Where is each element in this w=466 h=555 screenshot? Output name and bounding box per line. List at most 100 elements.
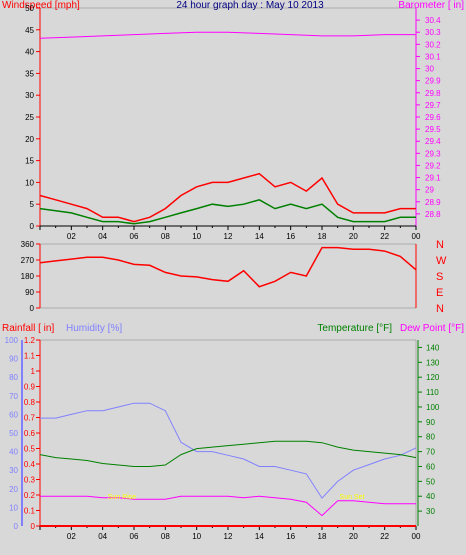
wind-x-tick-label: 18 [318,232,327,241]
temp-tick-label: 140 [426,343,440,352]
direction-y-tick-label: 90 [25,288,34,297]
humidity-tick-label: 30 [9,466,18,475]
baro-y-tick-label: 29 [425,186,434,195]
wind-barometer-panel: Windspeed [mph] 24 hour graph day : May … [2,0,464,241]
wind-x-ticks: 02 04 06 08 10 12 14 16 18 20 22 00 [39,226,421,241]
baro-y-tick-label: 30.2 [425,40,441,49]
baro-y-tick-label: 29.1 [425,174,441,183]
baro-y-ticks: 28.8 28.9 29 29.1 29.2 29.3 29.4 29.5 29.6 29.7 29… [416,16,441,219]
rain-ticks: 0 0.1 0.2 0.3 0.4 0.5 0.6 0.7 0.8 0.9 1 1.1 1.2 [24,336,40,531]
wind-x-tick-label: 22 [380,232,389,241]
rain-tick-label: 0.6 [24,429,36,438]
temp-tick-label: 80 [426,433,435,442]
baro-y-tick-label: 29.2 [425,161,441,170]
direction-y-tick-label: 0 [30,304,35,313]
baro-y-tick-label: 30.1 [425,52,441,61]
temp-tick-label: 110 [426,388,439,397]
wind-y-tick-label: 20 [25,135,34,144]
temp-x-tick-label: 12 [224,532,233,541]
baro-y-tick-label: 29.8 [425,89,441,98]
temp-x-tick-label: 10 [192,532,201,541]
baro-y-tick-label: 30 [425,65,434,74]
humidity-tick-label: 50 [9,429,18,438]
humidity-tick-label: 60 [9,410,18,419]
rain-tick-label: 0.2 [24,491,36,500]
humidity-line [40,402,417,499]
wind-direction-line [39,246,417,288]
wind-plot-area [39,7,417,227]
humidity-axis-label: Humidity [%] [66,323,122,334]
temp-x-tick-label: 22 [380,532,389,541]
wind-x-tick-label: 10 [192,232,201,241]
wind-x-tick-label: 16 [286,232,295,241]
wind-y-tick-label: 40 [25,48,34,57]
baro-axis-label: Barometer [ in] [398,0,464,11]
temp-x-tick-label: 18 [318,532,327,541]
wind-y-tick-label: 30 [25,91,34,100]
humidity-tick-label: 90 [9,355,18,364]
humidity-tick-label: 40 [9,448,18,457]
rain-tick-label: 1 [31,367,36,376]
wind-x-tick-label: 06 [130,232,139,241]
dewpoint-axis-label: Dew Point [°F] [400,323,464,334]
barometer-line [39,31,416,39]
wind-y-tick-label: 0 [30,222,35,231]
temp-x-tick-label: 20 [349,532,358,541]
chart-title: 24 hour graph day : May 10 2013 [176,0,324,11]
humidity-tick-label: 70 [9,392,18,401]
humidity-ticks: 0 10 20 30 40 50 60 70 80 90 100 [5,336,19,531]
wind-x-tick-label: 08 [161,232,170,241]
rain-tick-label: 1.1 [24,352,36,361]
wind-x-tick-label: 02 [67,232,76,241]
baro-y-tick-label: 29.9 [425,77,441,86]
baro-y-tick-label: 29.3 [425,149,441,158]
baro-y-tick-label: 29.4 [425,137,441,146]
temp-tick-label: 70 [426,448,435,457]
wind-gust-line [39,172,416,223]
temp-tick-label: 90 [426,418,435,427]
rain-tick-label: 0.5 [24,445,36,454]
temp-axis-label: Temperature [°F] [317,323,392,334]
compass-label: N [436,239,444,251]
wind-x-tick-label: 12 [224,232,233,241]
temp-tick-label: 120 [426,373,440,382]
sunset-label: Sun Set [340,494,365,501]
wind-y-tick-label: 15 [25,157,34,166]
rain-tick-label: 0.8 [24,398,36,407]
wind-y-tick-label: 5 [30,200,35,209]
rain-tick-label: 0.9 [24,383,36,392]
wind-x-tick-label: 00 [412,232,421,241]
wind-axis-label: Windspeed [mph] [2,0,80,11]
wind-y-ticks: 0 5 10 15 20 25 30 35 40 45 50 [25,4,40,231]
temp-x-tick-label: 00 [412,532,421,541]
temp-ticks: 30 40 50 60 70 80 90 100 110 120 130 140 [418,343,440,516]
humidity-tick-label: 80 [9,373,18,382]
baro-y-tick-label: 29.7 [425,101,441,110]
rain-tick-label: 0.7 [24,414,36,423]
temp-tick-label: 100 [426,403,440,412]
temp-tick-label: 40 [426,492,435,501]
rain-tick-label: 0.4 [24,460,36,469]
wind-x-tick-label: 14 [255,232,264,241]
compass-label: N [436,303,444,315]
temp-x-ticks: 02 04 06 08 10 12 14 16 18 20 22 00 [39,526,421,541]
rain-tick-label: 0.1 [24,507,36,516]
wind-y-tick-label: 50 [25,4,34,13]
temp-x-tick-label: 02 [67,532,76,541]
compass-label: S [436,271,443,283]
temp-x-tick-label: 16 [286,532,295,541]
sunrise-label: Sun Rise [108,494,137,501]
temp-humidity-panel: Rainfall [ in] Humidity [%] Temperature … [2,323,464,541]
direction-plot-area [39,243,417,309]
temperature-line [39,440,417,467]
wind-average-line [39,198,416,225]
temp-tick-label: 130 [426,358,440,367]
temp-x-tick-label: 14 [255,532,264,541]
temp-x-tick-label: 08 [161,532,170,541]
humidity-tick-label: 100 [5,336,19,345]
rain-tick-label: 0 [31,522,36,531]
compass-label: W [436,255,447,267]
direction-y-tick-label: 270 [21,256,35,265]
